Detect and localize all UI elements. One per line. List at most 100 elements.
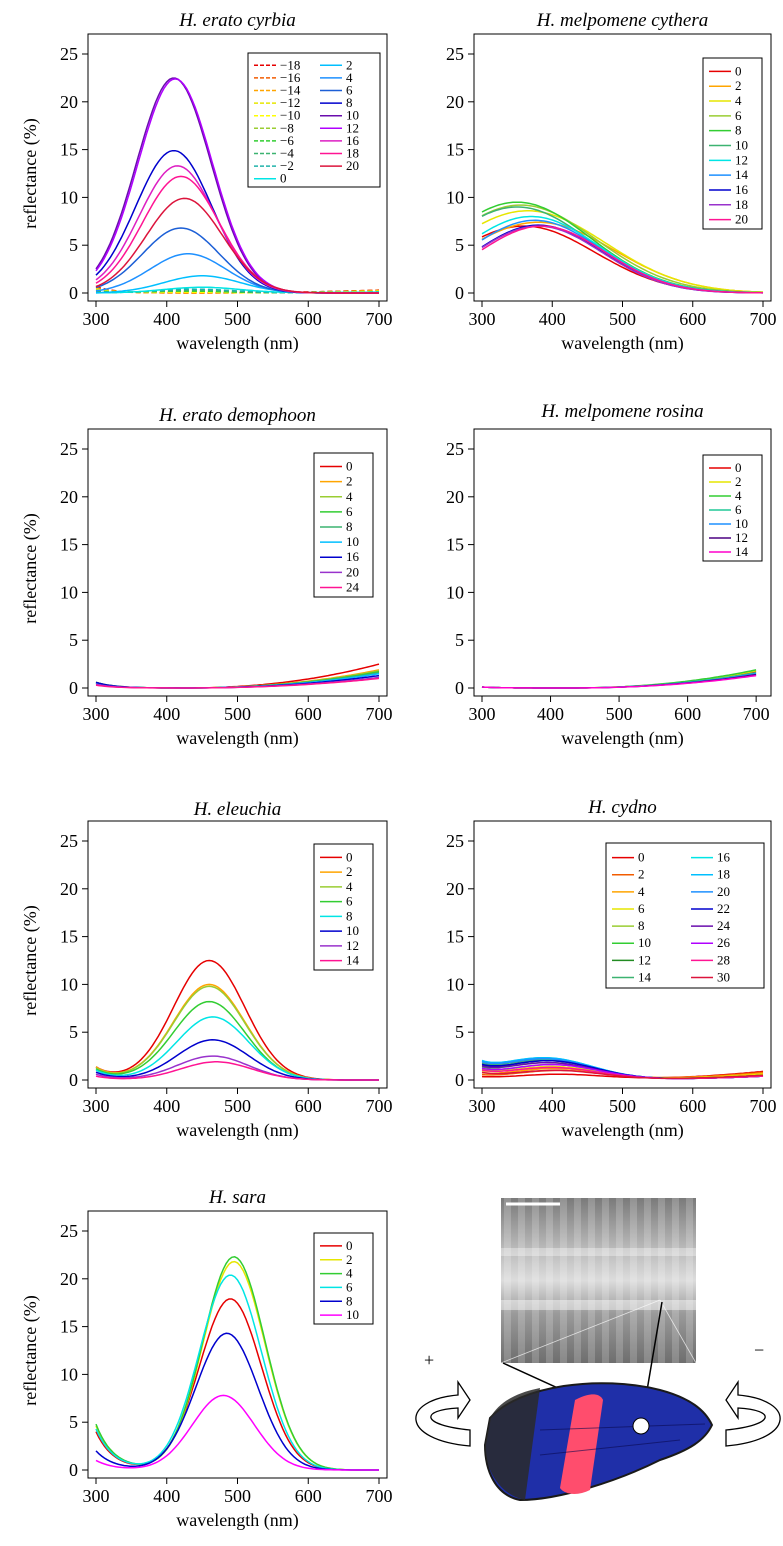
legend-label: 2 bbox=[346, 474, 353, 489]
legend-label: −18 bbox=[280, 57, 300, 72]
legend-label: 12 bbox=[346, 120, 359, 135]
x-tick-label: 400 bbox=[539, 309, 566, 329]
legend-label: 20 bbox=[735, 212, 748, 227]
x-tick-label: 700 bbox=[750, 1096, 777, 1116]
x-tick-label: 500 bbox=[224, 309, 251, 329]
legend-label: 4 bbox=[735, 488, 742, 503]
x-tick-label: 600 bbox=[295, 309, 322, 329]
y-tick-label: 5 bbox=[455, 235, 464, 255]
chart-title: H. sara bbox=[208, 1187, 266, 1208]
legend-label: 8 bbox=[346, 1293, 353, 1308]
y-axis-label: reflectance (%) bbox=[20, 905, 41, 1015]
y-axis-label: reflectance (%) bbox=[20, 1295, 41, 1405]
x-tick-label: 600 bbox=[295, 1486, 322, 1506]
legend-label: 6 bbox=[735, 502, 742, 517]
legend-label: 12 bbox=[346, 938, 359, 953]
legend-label: 16 bbox=[346, 133, 360, 148]
sem-image bbox=[500, 1198, 697, 1364]
y-tick-label: 15 bbox=[446, 535, 464, 555]
legend-label: 26 bbox=[717, 935, 731, 950]
x-tick-label: 500 bbox=[224, 1096, 251, 1116]
legend-label: 8 bbox=[735, 123, 742, 138]
legend-label: 20 bbox=[346, 158, 359, 173]
x-tick-label: 700 bbox=[743, 704, 770, 724]
legend-label: 6 bbox=[346, 1279, 353, 1294]
y-tick-label: 20 bbox=[446, 487, 464, 507]
chart-title: H. melpomene rosina bbox=[540, 401, 703, 422]
series-line bbox=[95, 959, 379, 1081]
red-band bbox=[560, 1394, 603, 1494]
chart-title: H. erato cyrbia bbox=[178, 10, 296, 31]
legend-label: −14 bbox=[280, 83, 301, 98]
legend-label: 18 bbox=[735, 197, 748, 212]
x-tick-label: 600 bbox=[674, 704, 701, 724]
legend-label: 24 bbox=[346, 579, 360, 594]
y-tick-label: 5 bbox=[69, 235, 78, 255]
legend-label: 16 bbox=[717, 850, 731, 865]
legend-label: 30 bbox=[717, 969, 730, 984]
y-tick-label: 10 bbox=[60, 582, 78, 602]
y-tick-label: 10 bbox=[60, 974, 78, 994]
legend-label: 0 bbox=[638, 850, 645, 865]
series-line bbox=[481, 225, 764, 294]
series-line bbox=[481, 225, 764, 294]
legend-label: −12 bbox=[280, 95, 300, 110]
y-tick-label: 10 bbox=[446, 187, 464, 207]
legend-label: 14 bbox=[735, 544, 749, 559]
legend-label: 2 bbox=[638, 867, 645, 882]
y-tick-label: 25 bbox=[60, 439, 78, 459]
legend-label: 8 bbox=[346, 908, 353, 923]
y-tick-label: 5 bbox=[69, 1022, 78, 1042]
x-axis-label: wavelength (nm) bbox=[176, 728, 298, 749]
legend-label: 10 bbox=[346, 1307, 359, 1322]
plus-label: + bbox=[424, 1350, 434, 1370]
y-axis-label: reflectance (%) bbox=[20, 513, 41, 623]
legend-label: 14 bbox=[346, 953, 360, 968]
legend-label: 22 bbox=[717, 901, 730, 916]
tilt-arrow-plus: + bbox=[415, 1350, 471, 1447]
x-tick-label: 700 bbox=[750, 309, 777, 329]
legend-label: 2 bbox=[346, 1252, 353, 1267]
legend-label: 10 bbox=[346, 534, 359, 549]
legend-label: 0 bbox=[346, 1238, 353, 1253]
legend-label: 16 bbox=[346, 549, 360, 564]
legend-label: 8 bbox=[346, 519, 353, 534]
legend-label: 6 bbox=[346, 83, 353, 98]
legend-label: −16 bbox=[280, 70, 301, 85]
y-tick-label: 5 bbox=[455, 1022, 464, 1042]
x-tick-label: 700 bbox=[366, 1486, 393, 1506]
chart-title: H. erato demophoon bbox=[158, 405, 316, 426]
legend-label: 24 bbox=[717, 918, 731, 933]
legend-label: −2 bbox=[280, 158, 294, 173]
x-axis-label: wavelength (nm) bbox=[176, 1120, 298, 1141]
series-line bbox=[95, 1061, 379, 1081]
y-tick-label: 10 bbox=[60, 187, 78, 207]
legend-label: 28 bbox=[717, 952, 730, 967]
y-tick-label: 0 bbox=[455, 1070, 464, 1090]
x-tick-label: 300 bbox=[83, 1096, 110, 1116]
series-line bbox=[481, 1069, 764, 1080]
y-tick-label: 0 bbox=[69, 678, 78, 698]
x-tick-label: 300 bbox=[83, 309, 110, 329]
legend-label: 12 bbox=[735, 152, 748, 167]
legend-box bbox=[702, 454, 763, 562]
legend-label: 0 bbox=[735, 460, 742, 475]
legend-label: 16 bbox=[735, 182, 749, 197]
tilt-arrow-minus: − bbox=[725, 1340, 781, 1447]
series-line bbox=[95, 197, 379, 294]
legend-label: 0 bbox=[735, 63, 742, 78]
legend-label: 14 bbox=[735, 167, 749, 182]
series-line bbox=[95, 677, 380, 689]
chart-title: H. eleuchia bbox=[193, 799, 282, 820]
y-tick-label: 25 bbox=[60, 831, 78, 851]
